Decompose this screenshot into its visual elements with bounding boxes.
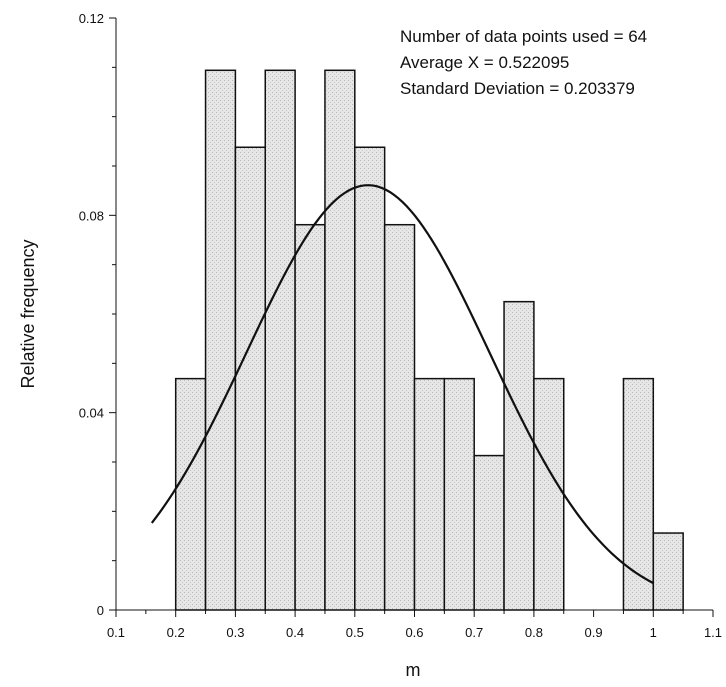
histogram-bar: [174, 377, 207, 611]
histogram-bar: [204, 69, 237, 611]
axes: 0.1 0.2 0.3 0.4 0.5 0.6 0.7 0.8 0.9 1 1.1 0 0.04 0.0…: [79, 11, 722, 640]
y-axis-title: Relative frequency: [18, 239, 38, 388]
histogram-bar: [473, 454, 505, 611]
x-axis-title: m: [406, 660, 421, 680]
histogram-bar: [234, 146, 266, 611]
annotation-std: Standard Deviation = 0.203379: [400, 79, 635, 98]
x-tick-label: 0.1: [107, 625, 125, 640]
x-tick-label: 1: [650, 625, 657, 640]
histogram-bar: [354, 146, 386, 611]
normal-fit-curve: [150, 184, 654, 585]
histogram-bar: [652, 532, 684, 611]
stats-annotations: Number of data points used = 64 Average …: [400, 27, 647, 98]
histogram-bar: [533, 377, 565, 611]
histogram-bar: [294, 223, 326, 611]
annotation-n-points: Number of data points used = 64: [400, 27, 647, 46]
x-tick-label: 0.3: [226, 625, 244, 640]
x-tick-label: 0.7: [465, 625, 483, 640]
histogram-bar: [383, 223, 416, 611]
y-tick-label: 0.08: [79, 208, 104, 223]
x-tick-label: 0.8: [525, 625, 543, 640]
histogram-bar: [622, 377, 655, 611]
histogram-bar: [503, 300, 535, 611]
annotation-average: Average X = 0.522095: [400, 53, 569, 72]
x-axis-ticks: 0.1 0.2 0.3 0.4 0.5 0.6 0.7 0.8 0.9 1 1.1: [107, 610, 722, 640]
histogram-bars: [174, 69, 684, 611]
histogram-bar: [264, 69, 296, 611]
x-tick-label: 1.1: [704, 625, 722, 640]
x-tick-label: 0.5: [346, 625, 364, 640]
histogram-bar: [443, 377, 475, 611]
y-tick-label: 0.12: [79, 11, 104, 26]
histogram-bar: [324, 69, 356, 611]
y-tick-label: 0: [97, 603, 104, 618]
x-tick-label: 0.6: [405, 625, 423, 640]
histogram-bar: [413, 377, 446, 611]
x-tick-label: 0.2: [167, 625, 185, 640]
y-axis-ticks: 0 0.04 0.08 0.12: [79, 11, 116, 618]
x-tick-label: 0.9: [585, 625, 603, 640]
x-tick-label: 0.4: [286, 625, 304, 640]
y-tick-label: 0.04: [79, 406, 104, 421]
